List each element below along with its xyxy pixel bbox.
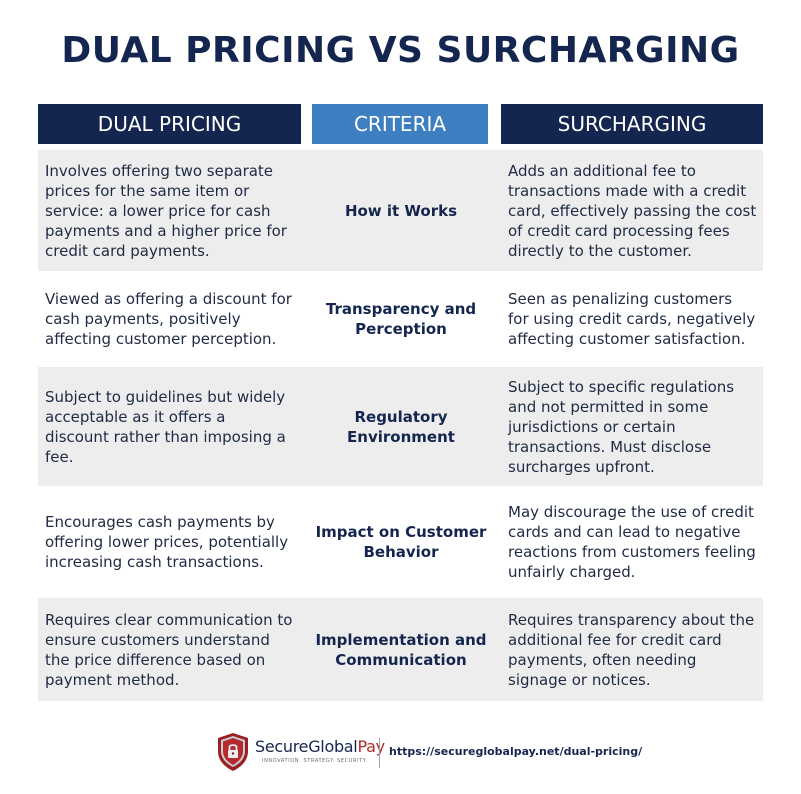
- header-dual-pricing: DUAL PRICING: [38, 104, 301, 144]
- dual-pricing-cell: Involves offering two separate prices fo…: [45, 161, 287, 260]
- criteria-cell: How it Works: [344, 201, 458, 220]
- criteria-cell: Impact on Customer Behavior: [315, 523, 487, 561]
- surcharging-cell: Requires transparency about the addition…: [508, 610, 755, 689]
- table-row: Viewed as offering a discount for cash p…: [38, 271, 763, 367]
- brand-accent: Pay: [357, 737, 385, 756]
- header-surcharging: SURCHARGING: [501, 104, 763, 144]
- table-row: Requires clear communication to ensure c…: [38, 598, 763, 701]
- table-row: Involves offering two separate prices fo…: [38, 150, 763, 271]
- page-title: DUAL PRICING VS SURCHARGING: [61, 30, 740, 71]
- header-criteria: CRITERIA: [312, 104, 488, 144]
- dual-pricing-cell: Requires clear communication to ensure c…: [45, 610, 293, 689]
- brand-main: SecureGlobal: [255, 737, 358, 756]
- dual-pricing-cell: Viewed as offering a discount for cash p…: [45, 290, 292, 348]
- dual-pricing-cell: Encourages cash payments by offering low…: [45, 513, 289, 571]
- surcharging-cell: May discourage the use of credit cards a…: [508, 503, 756, 581]
- footer-divider: [379, 738, 380, 768]
- surcharging-cell: Subject to specific regulations and not …: [508, 377, 735, 476]
- shield-lock-icon: [216, 732, 250, 772]
- brand-tagline: INNOVATION. STRATEGY. SECURITY.: [262, 758, 368, 764]
- footer-url[interactable]: https://secureglobalpay.net/dual-pricing…: [389, 745, 643, 758]
- dual-pricing-cell: Subject to guidelines but widely accepta…: [45, 387, 286, 466]
- criteria-cell: Implementation and Communication: [315, 630, 487, 669]
- surcharging-cell: Adds an additional fee to transactions m…: [508, 161, 757, 260]
- brand-name: SecureGlobalPay: [255, 737, 385, 756]
- table-row: Encourages cash payments by offering low…: [38, 486, 763, 598]
- footer: SecureGlobalPay INNOVATION. STRATEGY. SE…: [0, 732, 801, 772]
- criteria-cell: Transparency and Perception: [325, 300, 477, 338]
- table-row: Subject to guidelines but widely accepta…: [38, 367, 763, 486]
- surcharging-cell: Seen as penalizing customers for using c…: [508, 290, 756, 348]
- criteria-cell: Regulatory Environment: [347, 407, 455, 446]
